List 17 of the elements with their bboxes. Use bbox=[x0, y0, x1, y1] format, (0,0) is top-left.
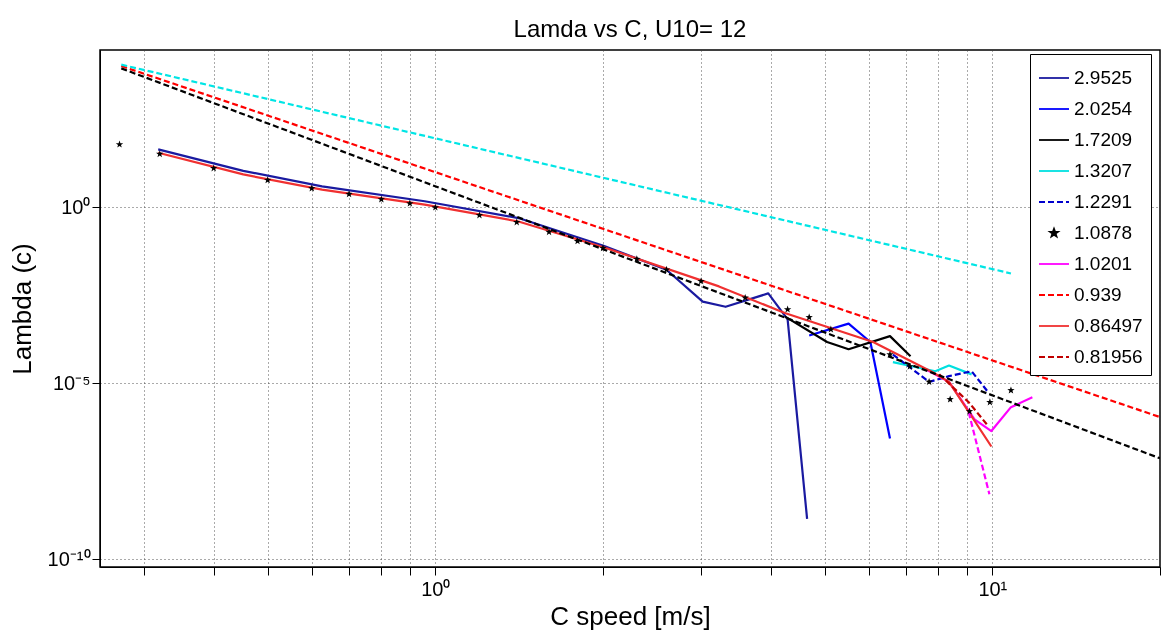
legend-label: 1.0201 bbox=[1074, 253, 1133, 274]
legend-label: 2.9525 bbox=[1074, 67, 1133, 88]
legend-label: 1.7209 bbox=[1074, 129, 1133, 150]
legend-label: 1.0878 bbox=[1074, 222, 1133, 243]
legend-label: 0.86497 bbox=[1074, 315, 1143, 336]
legend-label: 0.939 bbox=[1074, 284, 1122, 305]
legend-label: 2.0254 bbox=[1074, 98, 1133, 119]
legend-label: 1.2291 bbox=[1074, 191, 1133, 212]
y-tick-label: 10⁻⁵ bbox=[52, 371, 91, 394]
y-tick-label: 10⁻¹⁰ bbox=[47, 547, 91, 570]
x-axis-title: C speed [m/s] bbox=[550, 600, 711, 631]
legend-label: 0.81956 bbox=[1074, 346, 1143, 367]
legend-label: 1.3207 bbox=[1074, 160, 1133, 181]
y-axis-title: Lambda (c) bbox=[6, 243, 37, 375]
chart-title: Lamda vs C, U10= 12 bbox=[513, 15, 747, 42]
y-tick-label: 10⁰ bbox=[61, 195, 91, 218]
x-tick-label: 10¹ bbox=[978, 577, 1008, 600]
